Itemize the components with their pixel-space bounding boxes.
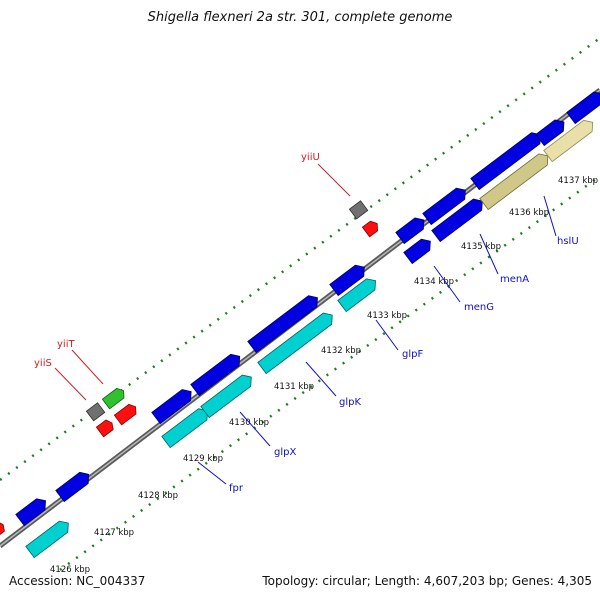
small-features — [0, 200, 379, 536]
ruler-label: 4129 kbp — [183, 454, 223, 464]
ruler-label: 4137 kbp — [558, 176, 598, 186]
ruler-label: 4134 kbp — [414, 277, 454, 287]
cds-special — [479, 153, 549, 211]
hypothetical-feature — [85, 402, 106, 422]
gene-label: hslU — [557, 236, 579, 247]
cds-forward — [329, 264, 365, 297]
ruler-label: 4127 kbp — [94, 528, 134, 538]
gene-label: yiiU — [301, 152, 320, 163]
gene-label: yiiT — [57, 339, 75, 350]
ruler-label: 4131 kbp — [274, 382, 314, 392]
inner-dotted-track — [59, 174, 600, 572]
dotted-guide-tracks — [0, 36, 600, 572]
ruler-label: 4128 kbp — [138, 491, 178, 501]
cds-forward — [151, 389, 192, 425]
outer-dotted-track — [0, 36, 600, 482]
trna-feature-green — [101, 387, 125, 410]
gene-label: glpF — [402, 349, 423, 360]
gene-label: yiiS — [34, 358, 52, 369]
ruler-label: 4126 kbp — [50, 565, 90, 575]
forward-cds-track — [15, 91, 600, 527]
title: Shigella flexneri 2a str. 301, complete … — [147, 10, 453, 25]
cds-forward-inner — [403, 238, 431, 265]
gene-labels: yiiS yiiT yiiU fpr glpX glpK glpF menG m… — [34, 152, 579, 494]
cds-special — [543, 119, 594, 163]
trna-feature-red-edge — [0, 521, 5, 536]
trna-feature-red — [361, 220, 379, 238]
hypothetical-feature — [348, 200, 369, 220]
reverse-cds-track — [25, 119, 594, 559]
gene-label-leaders — [54, 163, 557, 485]
genome-summary-text: Topology: circular; Length: 4,607,203 bp… — [262, 574, 592, 588]
ruler-label: 4135 kbp — [461, 242, 501, 252]
accession-text: Accession: NC_004337 — [9, 574, 146, 588]
trna-feature-red — [113, 403, 137, 426]
cds-forward-inner — [431, 198, 483, 243]
ruler-labels: 4126 kbp 4127 kbp 4128 kbp 4129 kbp 4130… — [50, 176, 598, 575]
ruler-label: 4130 kbp — [229, 418, 269, 428]
cds-forward — [422, 187, 466, 226]
trna-feature-red — [95, 419, 114, 438]
gene-label: glpK — [339, 397, 361, 408]
ruler-label: 4132 kbp — [321, 346, 361, 356]
gene-label: menG — [464, 302, 494, 313]
gene-label: fpr — [229, 483, 244, 494]
cds-forward — [15, 498, 46, 527]
ruler-label: 4133 kbp — [367, 311, 407, 321]
cds-forward — [247, 295, 318, 354]
cds-forward — [566, 91, 600, 125]
ruler-label: 4136 kbp — [509, 208, 549, 218]
cds-forward — [535, 119, 565, 147]
cds-reverse — [337, 278, 376, 313]
cds-forward — [395, 217, 425, 245]
cds-reverse — [200, 374, 252, 419]
cds-forward — [55, 471, 90, 503]
gene-label: menA — [500, 274, 529, 285]
cds-reverse — [257, 312, 333, 375]
gene-label: glpX — [274, 447, 296, 458]
cds-forward — [190, 353, 241, 397]
cds-reverse — [25, 520, 69, 559]
